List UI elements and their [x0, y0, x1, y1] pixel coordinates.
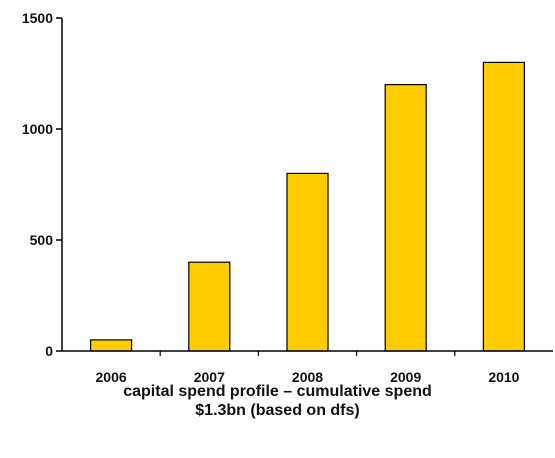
chart-caption-line-2: $1.3bn (based on dfs) — [195, 402, 360, 419]
y-tick-label-1000: 1000 — [22, 121, 53, 137]
x-tick-label-2006: 2006 — [96, 369, 127, 385]
y-tick-label-500: 500 — [30, 232, 54, 248]
x-tick-label-2010: 2010 — [488, 369, 519, 385]
bar-2010 — [482, 61, 525, 352]
bar-2008 — [286, 172, 329, 352]
x-tick-label-2007: 2007 — [194, 369, 225, 385]
bar-2007 — [188, 261, 231, 352]
chart-caption-line-1: capital spend profile – cumulative spend — [123, 383, 432, 400]
bar-2006 — [89, 339, 133, 352]
bar-2009 — [384, 83, 427, 352]
plot-area — [89, 61, 525, 352]
y-tick-label-0: 0 — [45, 343, 53, 359]
x-tick-label-2009: 2009 — [390, 369, 421, 385]
x-tick-label-2008: 2008 — [292, 369, 323, 385]
y-tick-label-1500: 1500 — [22, 10, 53, 26]
